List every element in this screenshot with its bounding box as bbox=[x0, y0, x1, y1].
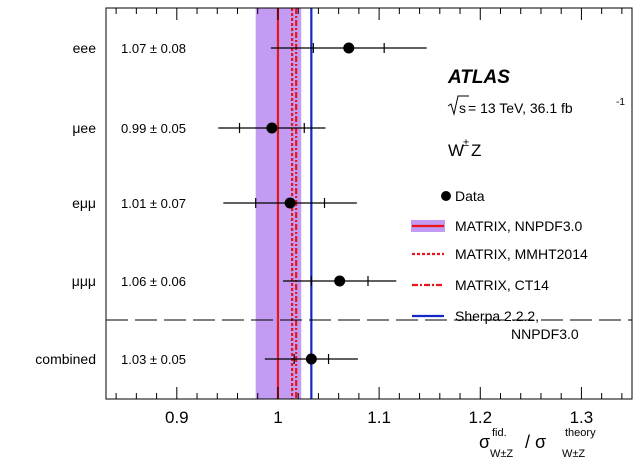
svg-text:fid.: fid. bbox=[492, 427, 507, 439]
value-label: 0.99 ± 0.05 bbox=[121, 121, 186, 136]
svg-text:/ σ: / σ bbox=[520, 432, 546, 452]
energy-label: s = 13 TeV, 36.1 fb -1 bbox=[447, 95, 625, 116]
svg-text:W±Z: W±Z bbox=[490, 448, 513, 460]
x-tick-label: 1 bbox=[273, 408, 282, 427]
plot-frame bbox=[105, 7, 633, 400]
legend-label-nnpdf: MATRIX, NNPDF3.0 bbox=[455, 218, 583, 234]
svg-text:Z: Z bbox=[471, 141, 481, 160]
channel-labels-layer: eee μee eμμ μμμ combined bbox=[35, 40, 96, 367]
channel-label: eee bbox=[73, 40, 97, 56]
data-marker bbox=[284, 197, 296, 209]
svg-text:W±Z: W±Z bbox=[562, 448, 585, 460]
value-label: 1.01 ± 0.07 bbox=[121, 196, 186, 211]
channel-label: combined bbox=[35, 351, 96, 367]
data-marker bbox=[266, 122, 278, 134]
x-axis-ticks: 0.9 1 1.1 1.2 1.3 bbox=[115, 8, 623, 427]
svg-text:σ: σ bbox=[479, 432, 490, 452]
data-point-3 bbox=[223, 197, 357, 209]
value-label: 1.06 ± 0.06 bbox=[121, 274, 186, 289]
value-labels-layer: 1.07 ± 0.08 0.99 ± 0.05 1.01 ± 0.07 1.06 ± … bbox=[121, 41, 186, 367]
data-marker bbox=[334, 275, 346, 287]
svg-text:W: W bbox=[448, 141, 464, 160]
data-point-5 bbox=[264, 353, 358, 365]
data-point-4 bbox=[283, 275, 397, 287]
data-points-layer bbox=[218, 42, 427, 365]
legend-label-mmht: MATRIX, MMHT2014 bbox=[455, 246, 588, 262]
channel-label: μμμ bbox=[72, 273, 96, 289]
svg-text:-1: -1 bbox=[616, 97, 625, 108]
x-axis-title: σ fid. W±Z / σ theory W±Z bbox=[479, 427, 596, 460]
svg-text:s: s bbox=[459, 100, 466, 116]
legend-label-ct14: MATRIX, CT14 bbox=[455, 277, 549, 293]
x-tick-label: 1.2 bbox=[468, 408, 492, 427]
data-point-2 bbox=[218, 122, 326, 134]
svg-text:= 13 TeV, 36.1 fb: = 13 TeV, 36.1 fb bbox=[468, 100, 573, 116]
data-marker bbox=[305, 353, 317, 365]
legend: Data MATRIX, NNPDF3.0 MATRIX, MMHT2014 M… bbox=[411, 188, 588, 342]
legend-label-sherpa-1: Sherpa 2.2.2, bbox=[455, 308, 539, 324]
x-tick-label: 1.1 bbox=[367, 408, 391, 427]
svg-text:theory: theory bbox=[565, 427, 596, 439]
x-tick-label: 0.9 bbox=[165, 408, 189, 427]
legend-label-sherpa-2: NNPDF3.0 bbox=[511, 326, 579, 342]
x-tick-label: 1.3 bbox=[570, 408, 594, 427]
process-label: W ± Z bbox=[448, 137, 481, 160]
value-label: 1.07 ± 0.08 bbox=[121, 41, 186, 56]
legend-data-label: Data bbox=[455, 188, 485, 204]
channel-label: eμμ bbox=[72, 195, 96, 211]
data-marker bbox=[343, 42, 355, 54]
legend-data-marker bbox=[441, 191, 451, 201]
svg-text:±: ± bbox=[463, 137, 469, 149]
channel-label: μee bbox=[72, 120, 96, 136]
atlas-label: ATLAS bbox=[447, 67, 510, 88]
data-point-1 bbox=[270, 42, 427, 54]
sqrt-symbol-icon bbox=[447, 95, 469, 116]
value-label: 1.03 ± 0.05 bbox=[121, 352, 186, 367]
